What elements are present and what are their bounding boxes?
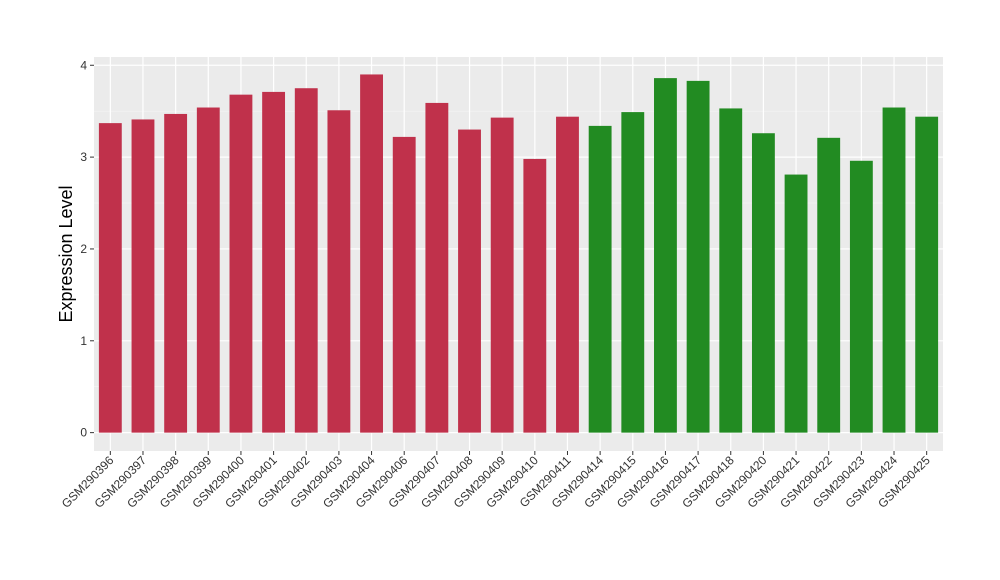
bar-GSM290420 — [751, 133, 775, 433]
bar-GSM290414 — [588, 125, 612, 433]
bar-GSM290425 — [915, 116, 939, 433]
y-axis: 0 1 2 3 4 — [80, 58, 94, 440]
y-tick-label: 3 — [80, 150, 87, 164]
bar-GSM290404 — [360, 74, 383, 433]
bar-GSM290399 — [196, 107, 220, 433]
y-tick-label: 2 — [80, 242, 87, 256]
bar-GSM290417 — [686, 80, 710, 433]
bar-GSM290424 — [882, 107, 906, 433]
plot-panel — [94, 57, 943, 451]
bar-GSM290397 — [131, 119, 155, 433]
x-axis: GSM290396GSM290397GSM290398GSM290399GSM2… — [59, 451, 933, 511]
bar-GSM290400 — [229, 94, 253, 433]
bar-GSM290410 — [523, 158, 547, 433]
bar-GSM290422 — [817, 137, 841, 433]
bar-GSM290403 — [327, 110, 351, 433]
bar-GSM290406 — [392, 136, 416, 433]
bar-GSM290416 — [654, 78, 677, 433]
bar-GSM290418 — [719, 108, 743, 433]
bar-GSM290398 — [164, 113, 188, 433]
bar-GSM290401 — [262, 91, 286, 433]
y-tick-label: 4 — [80, 58, 87, 72]
bar-GSM290423 — [849, 160, 873, 433]
bar-GSM290415 — [621, 112, 645, 433]
bar-GSM290396 — [98, 123, 122, 433]
y-axis-title: Expression Level — [56, 185, 76, 322]
bar-GSM290402 — [294, 88, 318, 433]
bars — [98, 74, 939, 433]
y-tick-label: 0 — [80, 426, 87, 440]
bar-GSM290409 — [490, 117, 514, 433]
bar-GSM290407 — [425, 102, 449, 433]
bar-GSM290408 — [458, 129, 481, 433]
y-tick-label: 1 — [80, 334, 87, 348]
bar-GSM290411 — [556, 116, 579, 433]
bar-GSM290421 — [784, 174, 808, 433]
